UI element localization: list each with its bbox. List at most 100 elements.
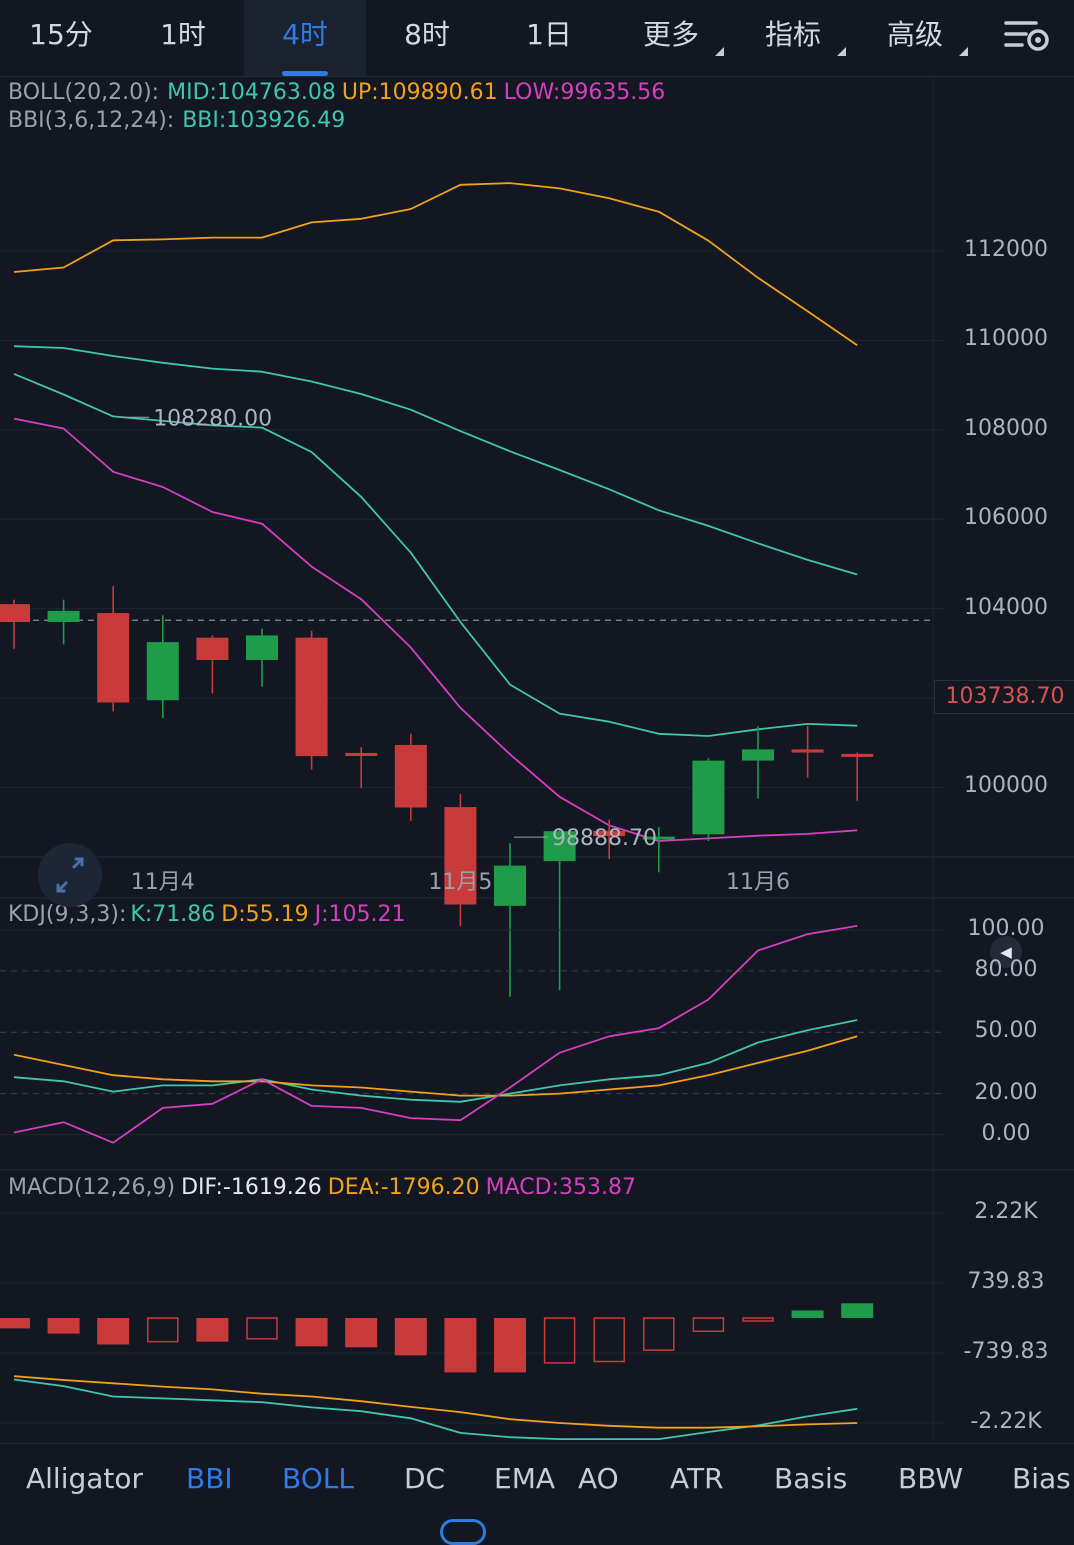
candle-body — [394, 744, 427, 808]
expand-icon — [56, 857, 84, 893]
indicator-button-bias[interactable]: Bias — [1012, 1462, 1071, 1495]
macd-histogram-bar — [791, 1310, 824, 1318]
macd-legend-name: MACD(12,26,9) — [8, 1175, 176, 1200]
candle-body — [444, 807, 477, 905]
low-price-label: 98888.70 — [552, 826, 657, 851]
indicator-button-alligator[interactable]: Alligator — [26, 1462, 144, 1495]
candle-body — [97, 613, 130, 703]
kdj-axis-tick: 50.00 — [974, 1018, 1038, 1044]
kdj-axis-tick: 20.00 — [974, 1079, 1038, 1105]
macd-histogram-bar — [444, 1318, 477, 1373]
kdj-axis-tick: 80.00 — [974, 956, 1038, 982]
skip-back-icon: ◀ — [1000, 943, 1012, 961]
boll-legend-name: BOLL(20,2.0): — [8, 80, 160, 105]
timeframe-tabbar: 15分 1时 4时 8时 1日 更多 指标 高级 — [0, 0, 1074, 77]
candle-body — [345, 752, 378, 756]
dropdown-corner-icon — [959, 47, 968, 56]
candle-body — [295, 637, 328, 757]
tab-label: 8时 — [404, 18, 450, 51]
tab-timeframe-0[interactable]: 15分 — [0, 0, 122, 76]
tab-timeframe-7[interactable]: 高级 — [854, 0, 976, 76]
candle-body — [146, 642, 179, 701]
price-axis-tick: 106000 — [964, 505, 1048, 531]
tab-label: 高级 — [886, 18, 943, 51]
candle-body — [0, 604, 30, 623]
bbi-line — [13, 417, 858, 842]
chart-settings-button[interactable] — [1000, 10, 1056, 60]
tab-timeframe-4[interactable]: 1日 — [488, 0, 610, 76]
chart-area[interactable]: 108280.00 98888.70 BOLL(20,2.0): MID:10476… — [0, 76, 1074, 1442]
indicator-bar: Alligator BBI BOLL DC EMA AO ATR Basis BBW Bias — [0, 1443, 1074, 1528]
date-axis-tick: 11月5 — [428, 870, 493, 895]
price-axis-tick: 110000 — [964, 326, 1048, 352]
kdj-k-line — [13, 1019, 858, 1103]
boll-legend: BOLL(20,2.0): MID:104763.08 UP:109890.61 LO… — [8, 80, 673, 105]
tab-timeframe-5[interactable]: 更多 — [610, 0, 732, 76]
candle-body — [742, 749, 774, 761]
boll-low-value: LOW:99635.56 — [503, 80, 666, 105]
indicator-button-bbi[interactable]: BBI — [186, 1462, 233, 1495]
indicator-button-atr[interactable]: ATR — [670, 1462, 724, 1495]
candle-body — [543, 831, 576, 862]
bbi-value: BBI:103926.49 — [182, 108, 346, 133]
candle-body — [246, 635, 278, 661]
price-axis-tick: 104000 — [964, 594, 1048, 620]
indicator-button-boll[interactable]: BOLL — [282, 1462, 354, 1495]
fullscreen-button[interactable] — [38, 843, 102, 907]
macd-histogram-bar — [494, 1318, 526, 1373]
candle-body — [642, 836, 675, 840]
tab-timeframe-2[interactable]: 4时 — [244, 0, 366, 76]
macd-histogram-bar — [692, 1317, 725, 1332]
candle-body — [196, 637, 229, 661]
candle-body — [593, 830, 626, 837]
tab-timeframe-6[interactable]: 指标 — [732, 0, 854, 76]
macd-histogram-bar — [147, 1317, 179, 1343]
tab-label: 1时 — [160, 18, 206, 51]
candle-body — [692, 760, 725, 835]
macd-axis-tick: 2.22K — [974, 1198, 1038, 1224]
kdj-d-line — [13, 1035, 858, 1097]
bbi-legend-name: BBI(3,6,12,24): — [8, 108, 175, 133]
date-axis-tick: 11月6 — [726, 870, 790, 895]
macd-axis-tick: -739.83 — [963, 1338, 1049, 1364]
tab-timeframe-3[interactable]: 8时 — [366, 0, 488, 76]
dropdown-corner-icon — [837, 47, 846, 56]
scroll-to-latest-button[interactable]: ◀ — [990, 936, 1022, 968]
candle-body — [841, 753, 874, 757]
macd-dif-value: DIF:-1619.26 — [181, 1175, 322, 1200]
tab-label: 指标 — [764, 18, 821, 51]
macd-histogram-bar — [543, 1317, 576, 1364]
macd-histogram-bar — [47, 1318, 80, 1334]
kdj-d-value: D:55.19 — [221, 902, 309, 927]
tab-label: 更多 — [642, 18, 699, 51]
indicator-button-ema[interactable]: EMA — [494, 1462, 556, 1495]
macd-dea-line — [13, 1375, 858, 1429]
chart-settings-icon — [1004, 21, 1049, 51]
indicator-button-bbw[interactable]: BBW — [898, 1462, 964, 1495]
indicator-button-dc[interactable]: DC — [404, 1462, 446, 1495]
bbi-legend: BBI(3,6,12,24): BBI:103926.49 — [8, 108, 353, 133]
macd-histogram-bar — [394, 1318, 427, 1356]
macd-histogram-bar — [0, 1318, 30, 1329]
date-axis-tick: 11月4 — [130, 870, 195, 895]
tab-label: 15分 — [29, 18, 93, 51]
tab-timeframe-1[interactable]: 1时 — [122, 0, 244, 76]
kdj-j-line — [13, 925, 858, 1144]
indicator-button-basis[interactable]: Basis — [774, 1462, 848, 1495]
macd-histogram-bar — [643, 1317, 675, 1351]
chart-canvas[interactable]: 108280.00 98888.70 — [0, 76, 1074, 1442]
kdj-legend: KDJ(9,3,3): K:71.86 D:55.19 J:105.21 — [8, 902, 413, 927]
price-axis-tick: 112000 — [964, 237, 1048, 262]
candle-body — [47, 610, 80, 623]
macd-histogram-bar — [593, 1317, 625, 1363]
active-tab-underline — [282, 71, 328, 76]
macd-axis-tick: 739.83 — [967, 1269, 1045, 1294]
macd-histogram-bar — [246, 1317, 278, 1340]
high-price-label: 108280.00 — [153, 406, 272, 431]
macd-hist-value: MACD:353.87 — [485, 1175, 636, 1200]
indicator-button-ao[interactable]: AO — [578, 1462, 619, 1495]
macd-histogram-bar — [742, 1317, 774, 1322]
macd-histogram-bar — [196, 1318, 229, 1342]
candle-body — [791, 749, 824, 753]
macd-dif-line — [13, 1378, 858, 1440]
